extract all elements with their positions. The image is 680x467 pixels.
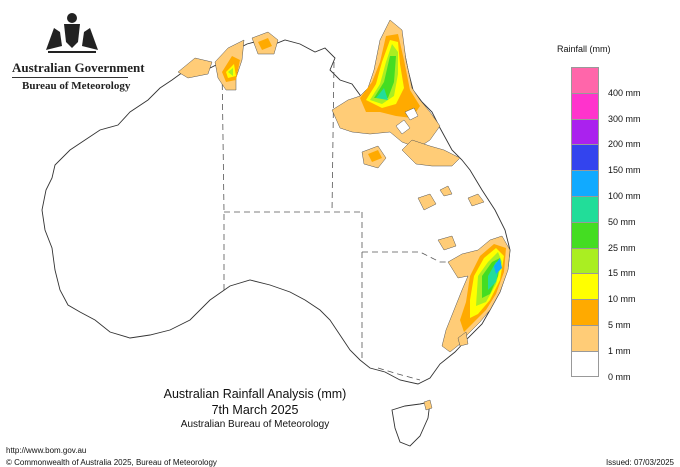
agency-title: Bureau of Meteorology [22,80,131,92]
legend-swatch [571,299,599,325]
government-title: Australian Government [12,60,145,75]
legend-label: 25 mm [608,242,636,253]
tasmania-coastline [391,401,431,447]
issued-date: Issued: 07/03/2025 [605,458,674,467]
coat-of-arms-icon [46,13,98,53]
legend-swatch [571,195,599,222]
map-source: Australian Bureau of Meteorology [180,419,330,430]
legend-label: 100 mm [608,191,641,201]
header-divider [12,77,128,78]
legend-label: 150 mm [608,165,641,176]
legend-label: 300 mm [608,113,641,124]
legend-swatch [571,170,599,196]
legend-label: 15 mm [608,268,636,279]
legend-label: 10 mm [608,294,636,305]
rainfall-nw [177,31,279,91]
legend-label: 400 mm [608,87,641,98]
legend-label: 200 mm [608,139,641,150]
map-title: Australian Rainfall Analysis (mm) [163,387,347,401]
map-date: 7th March 2025 [211,403,299,417]
rainfall-qld [331,19,485,211]
legend-swatch [571,273,599,300]
legend-swatch [571,247,599,274]
legend-swatch [571,221,599,248]
legend-swatches [571,67,599,377]
legend-title: Rainfall (mm) [557,44,611,54]
legend-label: 0 mm [608,371,631,382]
legend-label: 1 mm [608,345,631,356]
legend-swatch [571,350,599,377]
legend-swatch [571,92,599,119]
legend-swatch [571,324,599,351]
legend-swatch [571,67,599,93]
legend-swatch [571,144,599,171]
map-title-block: Australian Rainfall Analysis (mm) 7th Ma… [110,387,400,430]
website-link[interactable]: http://www.bom.gov.au [6,446,87,455]
legend-label: 5 mm [608,320,631,330]
copyright-text: © Commonwealth of Australia 2025, Bureau… [6,458,217,467]
rainfall-east [423,235,511,411]
legend-label: 50 mm [608,216,636,227]
legend-swatch [571,118,599,145]
